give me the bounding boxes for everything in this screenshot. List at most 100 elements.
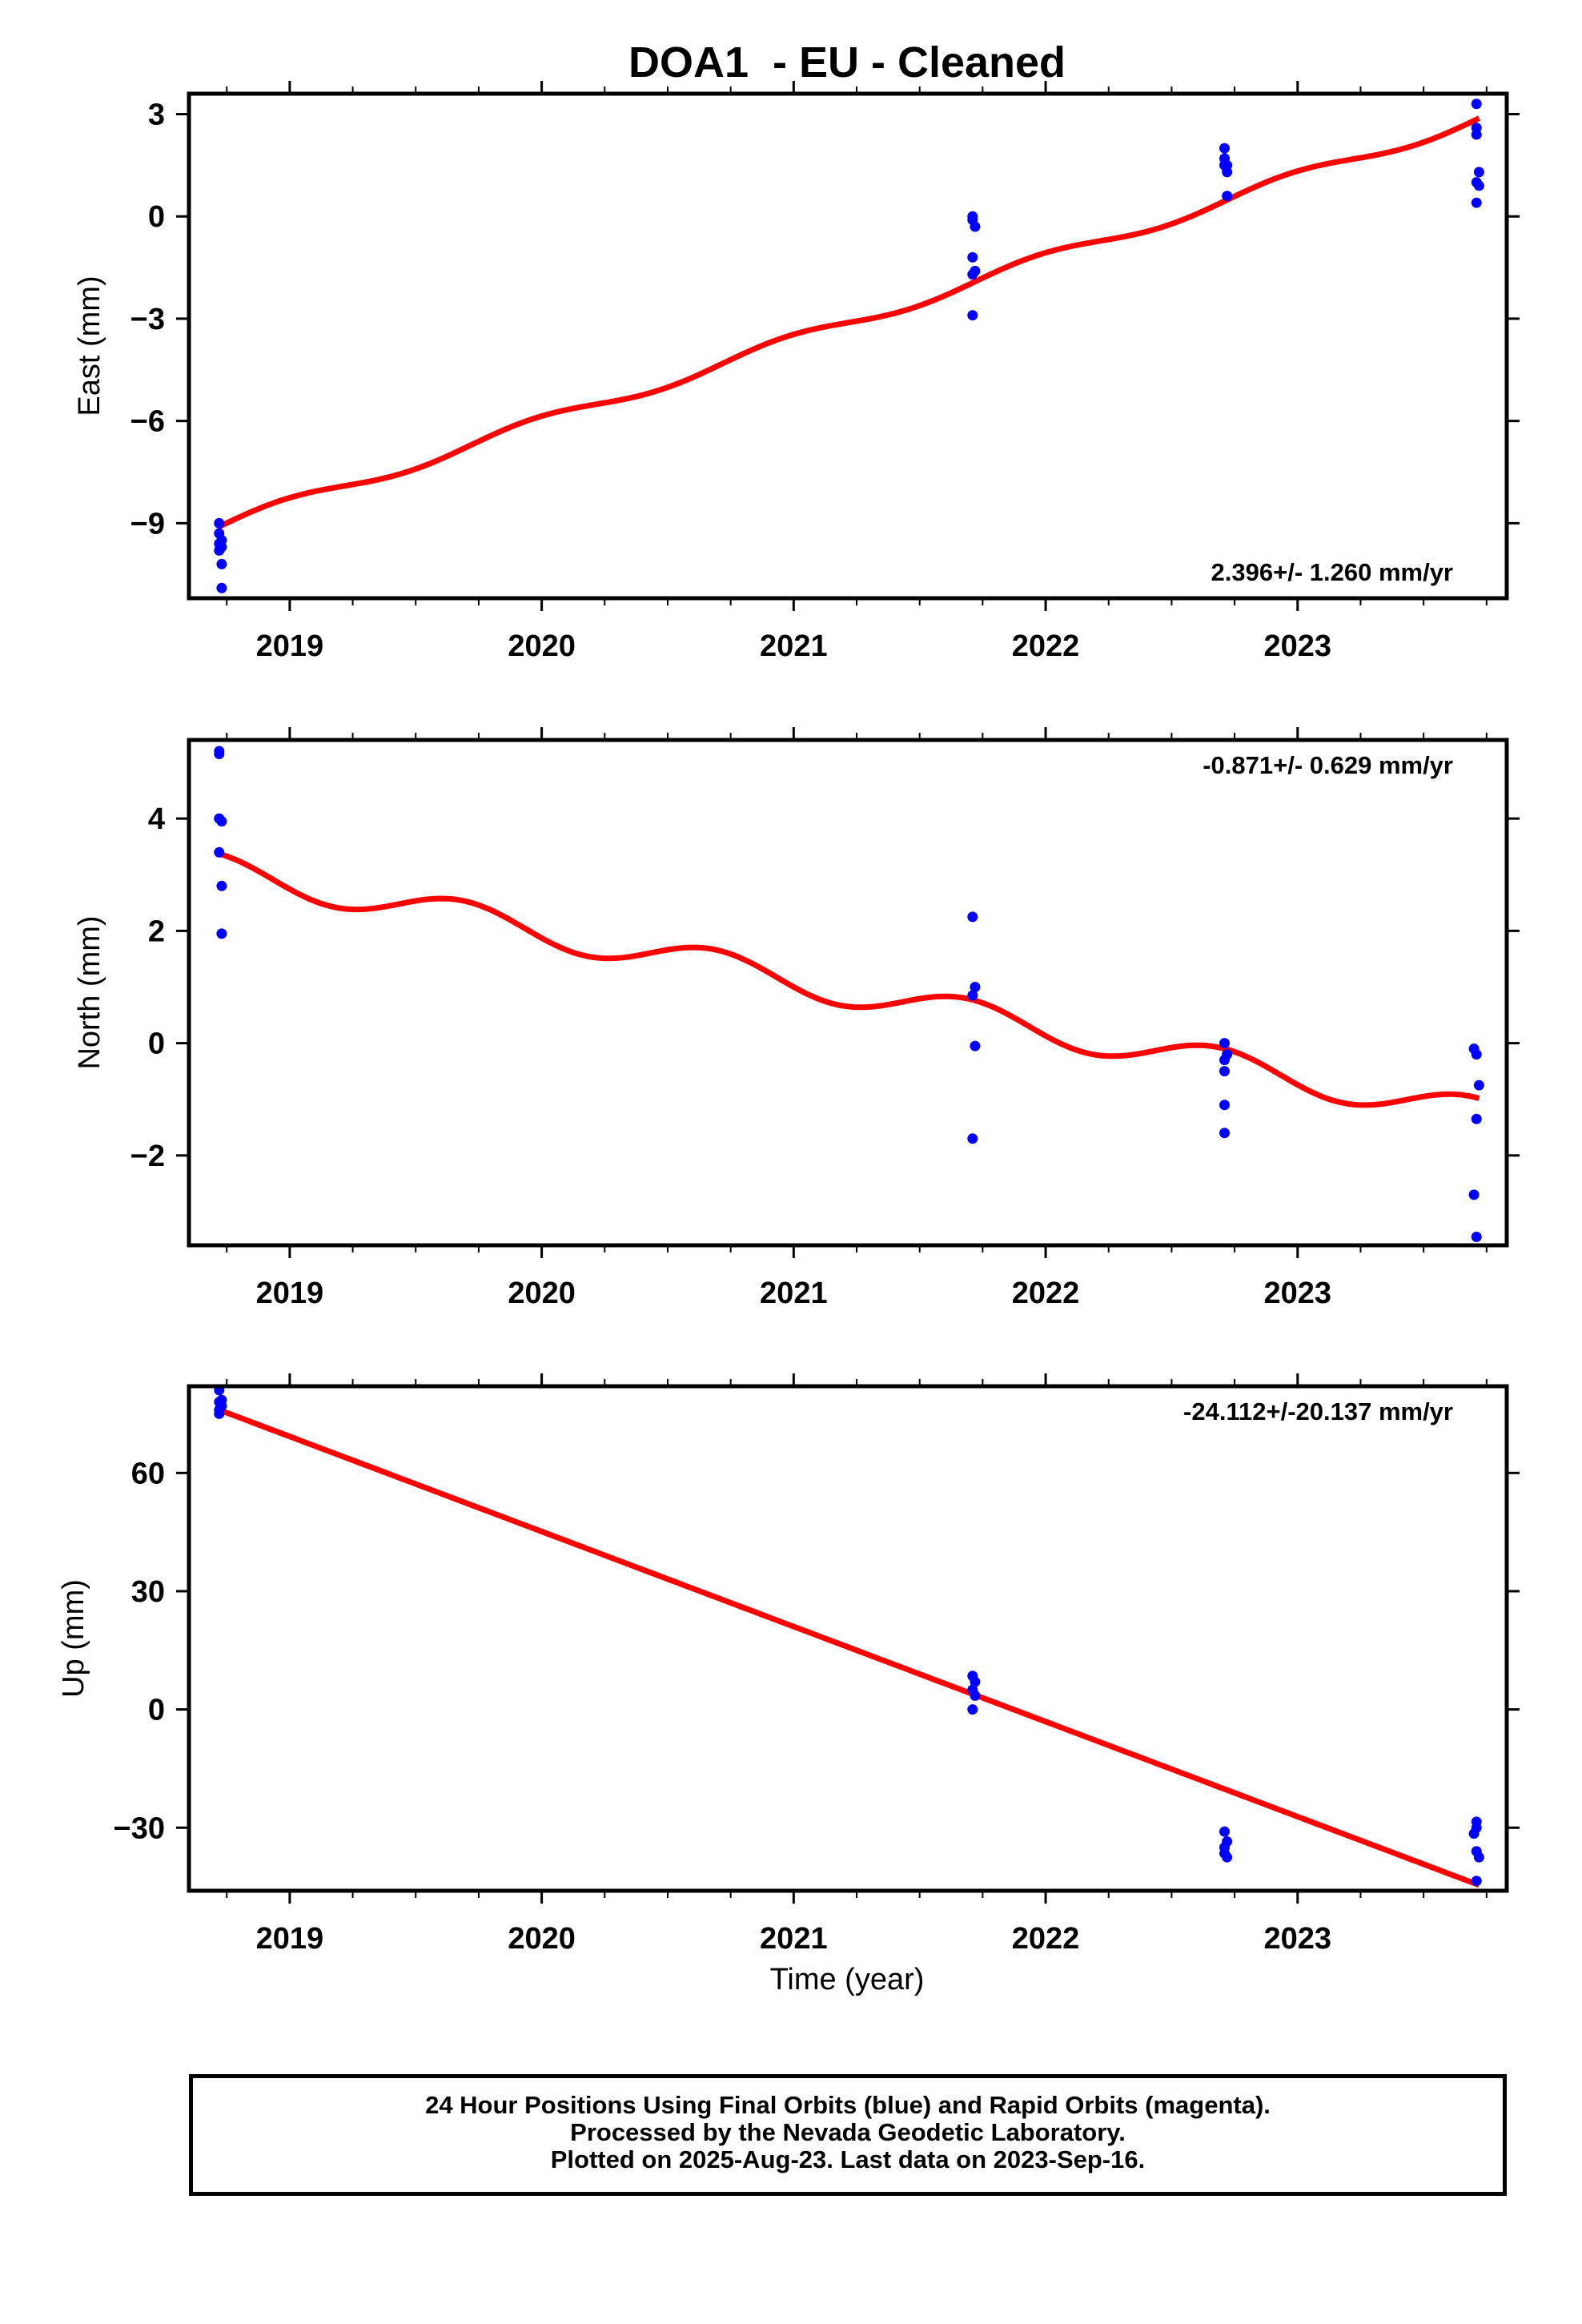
up-data-point xyxy=(967,1704,978,1715)
east-y-tick-label: −3 xyxy=(130,303,165,336)
east-rate-label: 2.396+/- 1.260 mm/yr xyxy=(1211,558,1453,586)
east-x-tick-label: 2022 xyxy=(1012,629,1080,663)
north-y-tick-label: −2 xyxy=(130,1140,165,1173)
north-plot-area xyxy=(214,746,1484,1242)
east-data-point xyxy=(967,310,978,321)
east-x-tick-label: 2019 xyxy=(256,629,324,663)
up-x-tick-label: 2022 xyxy=(1012,1922,1080,1956)
north-data-point xyxy=(967,911,978,923)
east-data-point xyxy=(216,582,227,593)
north-data-point xyxy=(970,1040,981,1051)
north-data-point xyxy=(214,749,225,760)
chart-title: DOA1 - EU - Cleaned xyxy=(628,38,1066,86)
north-x-tick-label: 2019 xyxy=(256,1277,324,1310)
north-x-tick-label: 2020 xyxy=(508,1277,576,1310)
east-data-point xyxy=(967,269,978,280)
up-data-point xyxy=(1222,1852,1233,1863)
up-panel: 2019 2020 2021 2022 2023 −30 0 30 60 Up (mm) -24.1… xyxy=(57,1373,1520,1956)
north-data-point xyxy=(1219,1100,1231,1111)
east-plot-area xyxy=(214,99,1484,593)
footer-line-processed: Processed by the Nevada Geodetic Laborat… xyxy=(570,2118,1126,2146)
east-data-point xyxy=(1471,197,1482,208)
up-y-axis-title: Up (mm) xyxy=(57,1579,90,1698)
north-data-point xyxy=(216,880,227,891)
east-data-point xyxy=(1473,167,1484,178)
east-panel: 2019 2020 2021 2022 2023 −9 −6 −3 0 3 East (mm) 2.3… xyxy=(73,81,1520,663)
east-y-axis-title: East (mm) xyxy=(73,275,106,416)
up-y-tick-label: −30 xyxy=(114,1811,165,1845)
north-data-point xyxy=(214,846,225,858)
north-data-point xyxy=(1468,1189,1480,1200)
up-plot-frame xyxy=(187,1384,1509,1893)
up-data-point xyxy=(216,1394,227,1405)
north-data-point xyxy=(1219,1066,1231,1077)
north-data-point xyxy=(1473,1080,1484,1091)
up-data-point xyxy=(214,1386,225,1396)
east-data-point xyxy=(216,535,227,546)
up-data-point xyxy=(970,1676,981,1687)
east-data-point xyxy=(1473,180,1484,191)
north-data-point xyxy=(967,990,978,1001)
footer-line-plotted: Plotted on 2025-Aug-23. Last data on 202… xyxy=(550,2145,1146,2173)
north-y-tick-label: 2 xyxy=(148,915,165,948)
north-x-tick-label: 2021 xyxy=(760,1277,828,1310)
north-data-point xyxy=(216,816,227,827)
up-data-point xyxy=(1219,1826,1231,1837)
east-y-tick-label: 3 xyxy=(148,99,165,132)
east-x-tick-label: 2021 xyxy=(760,629,828,663)
east-x-tick-label: 2020 xyxy=(508,629,576,663)
east-x-tick-label: 2023 xyxy=(1264,629,1332,663)
east-y-tick-label: 0 xyxy=(148,200,165,234)
up-data-point xyxy=(214,1408,225,1419)
north-fit-line xyxy=(218,850,1480,1108)
up-x-tick-label: 2021 xyxy=(760,1922,828,1956)
north-y-tick-label: 0 xyxy=(148,1027,165,1061)
north-data-point xyxy=(216,928,227,939)
east-data-point xyxy=(970,221,981,232)
up-rate-label: -24.112+/-20.137 mm/yr xyxy=(1183,1397,1453,1425)
footer-caption-box: 24 Hour Positions Using Final Orbits (bl… xyxy=(189,2074,1507,2196)
up-data-point xyxy=(970,1690,981,1701)
north-x-tick-label: 2023 xyxy=(1264,1277,1332,1310)
east-data-point xyxy=(1471,99,1482,110)
up-data-point xyxy=(1471,1876,1482,1887)
east-y-tick-label: −9 xyxy=(130,507,165,541)
up-y-tick-label: 30 xyxy=(131,1575,165,1609)
east-data-point xyxy=(1222,191,1233,202)
north-panel: 2019 2020 2021 2022 2023 −2 0 2 4 North (mm) -0.87… xyxy=(73,727,1520,1310)
up-x-tick-label: 2019 xyxy=(256,1922,324,1956)
north-x-tick-label: 2022 xyxy=(1012,1277,1080,1310)
east-plot-frame xyxy=(187,91,1509,601)
east-fit-line xyxy=(218,115,1480,529)
north-data-point xyxy=(967,1133,978,1144)
north-data-point xyxy=(1219,1038,1231,1049)
up-y-tick-label: 60 xyxy=(131,1457,165,1490)
north-y-tick-label: 4 xyxy=(148,802,165,836)
x-axis-title: Time (year) xyxy=(770,1963,925,1996)
east-y-tick-label: −6 xyxy=(130,405,165,439)
east-data-point xyxy=(1219,143,1231,154)
east-data-point xyxy=(214,517,225,529)
up-fit-line xyxy=(218,1407,1480,1888)
up-x-tick-label: 2020 xyxy=(508,1922,576,1956)
north-rate-label: -0.871+/- 0.629 mm/yr xyxy=(1203,751,1453,779)
up-plot-area xyxy=(214,1386,1484,1888)
north-y-axis-title: North (mm) xyxy=(73,915,106,1069)
east-data-point xyxy=(967,251,978,263)
up-x-tick-label: 2023 xyxy=(1264,1922,1332,1956)
north-data-point xyxy=(1471,1113,1482,1124)
east-data-point xyxy=(1471,129,1482,140)
north-data-point xyxy=(1219,1055,1231,1066)
north-plot-frame xyxy=(187,738,1509,1248)
up-data-point xyxy=(1468,1828,1480,1839)
east-data-point xyxy=(216,558,227,569)
up-y-tick-label: 0 xyxy=(148,1694,165,1727)
east-data-point xyxy=(1219,159,1231,171)
up-data-point xyxy=(1473,1852,1484,1863)
north-data-point xyxy=(1471,1231,1482,1242)
footer-line-orbits: 24 Hour Positions Using Final Orbits (bl… xyxy=(425,2091,1271,2119)
north-data-point xyxy=(1219,1128,1231,1139)
north-data-point xyxy=(1471,1049,1482,1060)
